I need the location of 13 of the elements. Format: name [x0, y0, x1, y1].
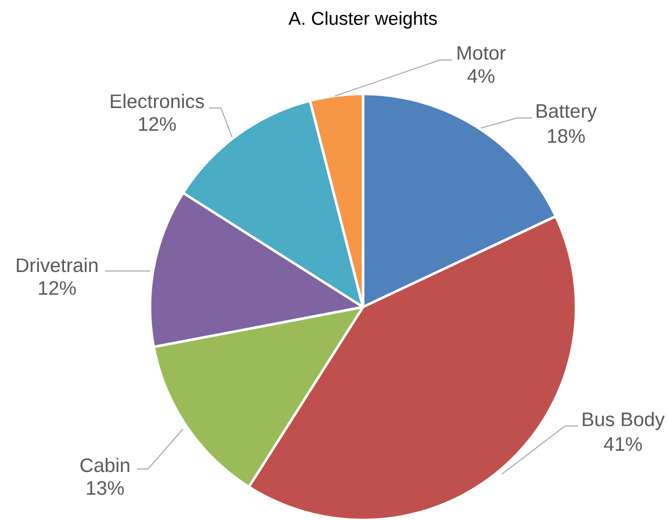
data-label: 41% — [604, 437, 642, 451]
slice-label: Drivetrain — [16, 258, 98, 272]
data-label: 4% — [467, 69, 494, 83]
chart-title: A. Cluster weights — [288, 11, 437, 29]
data-label: 12% — [138, 117, 176, 131]
slice-label: Battery — [536, 104, 597, 122]
slice-label: Cabin — [80, 458, 130, 472]
data-label: 18% — [548, 129, 585, 143]
data-label: 12% — [38, 281, 76, 295]
slice-label: Motor — [458, 46, 506, 60]
slice-label: Electronics — [110, 94, 204, 108]
data-label: 13% — [86, 481, 124, 495]
slice-label: Bus Body — [582, 412, 665, 430]
